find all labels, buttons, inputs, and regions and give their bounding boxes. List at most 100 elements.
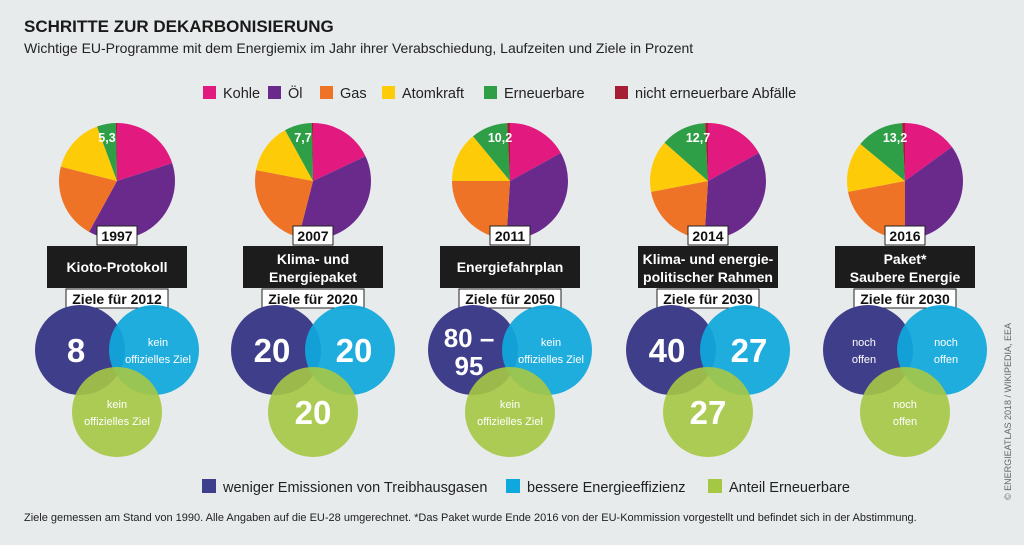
year-box: [884, 225, 926, 246]
legend-item: Kohle: [203, 86, 260, 102]
pie-slice-kohle: [510, 123, 561, 181]
legend-swatch: [484, 86, 497, 99]
pie-slice-gas: [59, 166, 117, 232]
program-title-box: [47, 246, 187, 288]
legend-targets: weniger Emissionen von Treibhausgasen bes…: [202, 479, 850, 496]
pie-slice-kohle: [117, 123, 173, 181]
pie-label-renewables: 5,3: [98, 131, 115, 145]
pie-label-renewables: 7,7: [294, 131, 311, 145]
program-title: Klima- und energie-: [643, 251, 774, 267]
target-note-efficiency: kein: [148, 337, 168, 349]
program-title: Kioto-Protokoll: [66, 259, 167, 275]
program-2014: 12,7 Klima- und energie-politischer Rahme…: [626, 123, 790, 457]
target-value-renewables: 27: [690, 394, 727, 431]
target-value-renewables: 20: [295, 394, 332, 431]
year-label: 2011: [495, 228, 526, 244]
pie-label-renewables: 10,2: [488, 131, 512, 145]
legend-item: Gas: [320, 86, 367, 102]
legend-item: weniger Emissionen von Treibhausgasen: [202, 479, 487, 496]
target-note-renewables: kein: [107, 399, 127, 411]
pie-slice-öl: [89, 163, 175, 240]
pie-label-renewables: 13,2: [883, 131, 907, 145]
target-note-renewables: offizielles Ziel: [477, 416, 543, 428]
pie-slice-nicht-erneuerbare-abfälle: [507, 123, 510, 181]
legend-item: Atomkraft: [382, 86, 464, 102]
legend-label: bessere Energieeffizienz: [527, 480, 686, 496]
legend-label: Gas: [340, 86, 367, 102]
target-box: [261, 288, 365, 309]
target-label: Ziele für 2020: [268, 291, 358, 307]
target-note-efficiency: offen: [934, 354, 958, 366]
legend-energy-mix: Kohle Öl Gas Atomkraft Erneuerbare nicht erne…: [203, 84, 796, 102]
year-box: [96, 225, 138, 246]
legend-label: nicht erneuerbare Abfälle: [635, 86, 796, 102]
pie-slice-nicht-erneuerbare-abfälle: [705, 123, 708, 181]
program-2011: 10,2 Energiefahrplan 2011 Ziele für 2050 80 …: [428, 123, 592, 457]
year-box: [292, 225, 334, 246]
legend-label: Erneuerbare: [504, 86, 585, 102]
program-2007: 7,7 Klima- und Energiepaket 2007 Ziele für 2…: [231, 123, 395, 457]
legend-item: nicht erneuerbare Abfälle: [615, 86, 796, 102]
legend-swatch: [506, 479, 520, 493]
legend-label: Öl: [288, 84, 303, 102]
program-title-box: [638, 246, 778, 288]
target-note-renewables: offizielles Ziel: [84, 416, 150, 428]
pie-label-renewables: 12,7: [686, 131, 710, 145]
target-box: [853, 288, 957, 309]
page-title: SCHRITTE ZUR DEKARBONISIERUNG: [24, 17, 334, 36]
pie-slice-atomkraft: [256, 130, 313, 181]
program-title: Energiefahrplan: [457, 259, 564, 275]
pie-slice-gas: [452, 181, 510, 239]
pie-slice-kohle: [905, 123, 952, 181]
program-title-box: [440, 246, 580, 288]
target-value-emissions: 8: [67, 332, 85, 369]
pie-slice-gas: [254, 170, 313, 238]
legend-swatch: [382, 86, 395, 99]
target-value-efficiency: 27: [731, 332, 768, 369]
target-value-emissions: 95: [455, 351, 484, 381]
pie-slice-nicht-erneuerbare-abfälle: [115, 123, 117, 181]
program-columns: 5,3 Kioto-Protokoll 1997 Ziele für 2012 8 kei…: [35, 123, 987, 457]
year-label: 2007: [297, 228, 328, 244]
venn-circle-renewables: [268, 367, 358, 457]
pie-slice-erneuerbare: [860, 123, 905, 181]
target-value-efficiency: 20: [336, 332, 373, 369]
legend-swatch: [202, 479, 216, 493]
target-value-emissions: 80 –: [444, 323, 495, 353]
legend-swatch: [203, 86, 216, 99]
pie-slice-öl: [298, 156, 372, 239]
target-note-renewables: kein: [500, 399, 520, 411]
program-title: politischer Rahmen: [643, 269, 773, 285]
target-note-efficiency: kein: [541, 337, 561, 349]
target-note-efficiency: offizielles Ziel: [125, 354, 191, 366]
legend-swatch: [708, 479, 722, 493]
footnote: Ziele gemessen am Stand von 1990. Alle A…: [24, 512, 917, 524]
legend-label: Anteil Erneuerbare: [729, 480, 850, 496]
program-2016: 13,2 Paket* Saubere Energie 2016 Ziele für 2…: [823, 123, 987, 457]
target-box: [656, 288, 760, 309]
target-label: Ziele für 2030: [860, 291, 950, 307]
target-value-emissions: 40: [649, 332, 686, 369]
target-note-efficiency: noch: [934, 337, 958, 349]
venn-circle-renewables: [465, 367, 555, 457]
legend-item: bessere Energieeffizienz: [506, 479, 686, 496]
target-note-renewables: noch: [893, 399, 917, 411]
target-label: Ziele für 2030: [663, 291, 753, 307]
pie-slice-erneuerbare: [285, 123, 313, 181]
target-note-emissions: offen: [852, 354, 876, 366]
legend-swatch: [320, 86, 333, 99]
pie-slice-atomkraft: [847, 144, 905, 192]
pie-slice-kohle: [313, 123, 366, 181]
year-box: [489, 225, 531, 246]
target-label: Ziele für 2012: [72, 291, 162, 307]
year-label: 2014: [692, 228, 723, 244]
pie-slice-öl: [704, 153, 767, 239]
legend-item: Anteil Erneuerbare: [708, 479, 850, 496]
target-value-emissions: 20: [254, 332, 291, 369]
pie-slice-öl: [905, 146, 963, 239]
target-note-renewables: offen: [893, 416, 917, 428]
credit: © ENERGIEATLAS 2018 / WIKIPEDIA, EEA: [1003, 323, 1013, 500]
pie-slice-erneuerbare: [473, 123, 510, 181]
legend-swatch: [615, 86, 628, 99]
